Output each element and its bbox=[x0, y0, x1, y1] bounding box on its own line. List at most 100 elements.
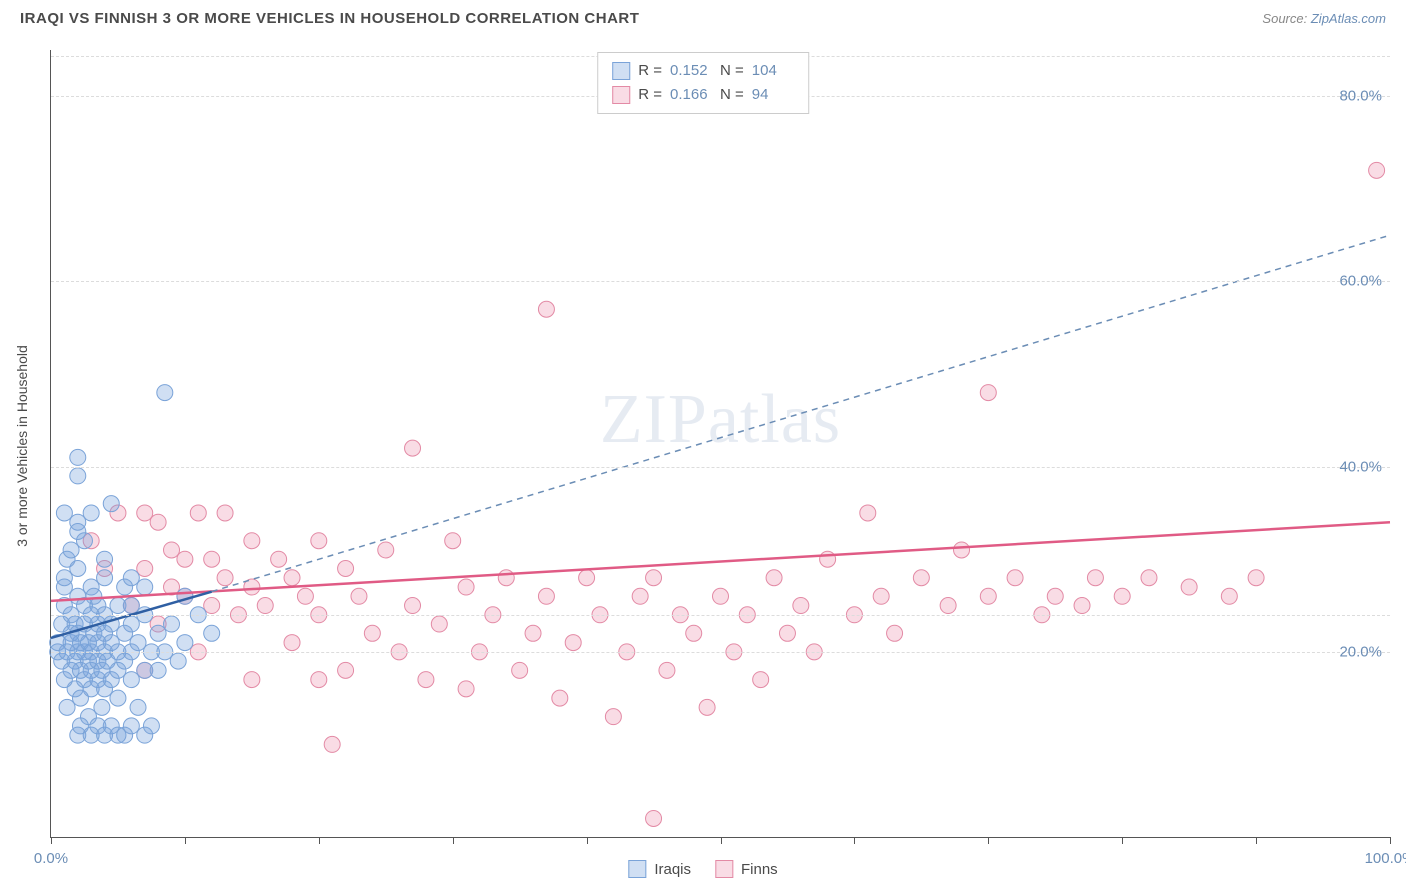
scatter-plot bbox=[51, 50, 1390, 837]
xtick bbox=[1256, 837, 1257, 844]
scatter-point bbox=[177, 635, 193, 651]
legend-label: Finns bbox=[741, 861, 778, 878]
scatter-point bbox=[793, 598, 809, 614]
scatter-point bbox=[913, 570, 929, 586]
scatter-point bbox=[458, 579, 474, 595]
scatter-point bbox=[860, 505, 876, 521]
scatter-point bbox=[284, 570, 300, 586]
scatter-point bbox=[1221, 588, 1237, 604]
scatter-point bbox=[164, 542, 180, 558]
scatter-point bbox=[980, 588, 996, 604]
scatter-point bbox=[779, 625, 795, 641]
scatter-point bbox=[204, 598, 220, 614]
n-value: 104 bbox=[752, 59, 794, 83]
scatter-point bbox=[244, 672, 260, 688]
scatter-point bbox=[525, 625, 541, 641]
scatter-point bbox=[137, 579, 153, 595]
scatter-point bbox=[70, 523, 86, 539]
scatter-point bbox=[873, 588, 889, 604]
scatter-point bbox=[217, 570, 233, 586]
scatter-point bbox=[63, 542, 79, 558]
scatter-point bbox=[579, 570, 595, 586]
scatter-point bbox=[632, 588, 648, 604]
scatter-point bbox=[70, 468, 86, 484]
scatter-point bbox=[1248, 570, 1264, 586]
ytick-label: 20.0% bbox=[1339, 643, 1382, 660]
scatter-point bbox=[405, 598, 421, 614]
legend-label: Iraqis bbox=[654, 861, 691, 878]
swatch-icon bbox=[612, 86, 630, 104]
scatter-point bbox=[940, 598, 956, 614]
scatter-point bbox=[364, 625, 380, 641]
scatter-point bbox=[713, 588, 729, 604]
scatter-point bbox=[150, 514, 166, 530]
source-link[interactable]: ZipAtlas.com bbox=[1311, 11, 1386, 26]
scatter-point bbox=[137, 505, 153, 521]
scatter-point bbox=[137, 560, 153, 576]
swatch-icon bbox=[715, 860, 733, 878]
scatter-point bbox=[97, 551, 113, 567]
legend-stats-row: R = 0.152 N = 104 bbox=[612, 59, 794, 83]
scatter-point bbox=[1047, 588, 1063, 604]
scatter-point bbox=[498, 570, 514, 586]
scatter-point bbox=[1369, 162, 1385, 178]
scatter-point bbox=[190, 505, 206, 521]
gridline bbox=[51, 467, 1390, 468]
n-value: 94 bbox=[752, 83, 794, 107]
scatter-point bbox=[123, 672, 139, 688]
scatter-point bbox=[83, 505, 99, 521]
scatter-point bbox=[378, 542, 394, 558]
scatter-point bbox=[170, 653, 186, 669]
ytick-label: 60.0% bbox=[1339, 273, 1382, 290]
scatter-point bbox=[94, 699, 110, 715]
chart-title: IRAQI VS FINNISH 3 OR MORE VEHICLES IN H… bbox=[20, 10, 639, 27]
scatter-point bbox=[70, 560, 86, 576]
scatter-point bbox=[646, 570, 662, 586]
ytick-label: 40.0% bbox=[1339, 458, 1382, 475]
source: Source: ZipAtlas.com bbox=[1262, 11, 1386, 26]
scatter-point bbox=[150, 625, 166, 641]
swatch-icon bbox=[628, 860, 646, 878]
scatter-point bbox=[311, 533, 327, 549]
legend-bottom: Iraqis Finns bbox=[628, 860, 777, 878]
scatter-point bbox=[753, 672, 769, 688]
scatter-point bbox=[1007, 570, 1023, 586]
gridline bbox=[51, 281, 1390, 282]
legend-item: Iraqis bbox=[628, 860, 691, 878]
scatter-point bbox=[405, 440, 421, 456]
y-axis-label: 3 or more Vehicles in Household bbox=[14, 345, 30, 547]
scatter-point bbox=[177, 551, 193, 567]
scatter-point bbox=[271, 551, 287, 567]
scatter-point bbox=[1114, 588, 1130, 604]
scatter-point bbox=[980, 385, 996, 401]
scatter-point bbox=[297, 588, 313, 604]
source-label: Source: bbox=[1262, 11, 1307, 26]
scatter-point bbox=[217, 505, 233, 521]
gridline bbox=[51, 652, 1390, 653]
scatter-point bbox=[445, 533, 461, 549]
scatter-point bbox=[123, 718, 139, 734]
scatter-point bbox=[110, 690, 126, 706]
scatter-point bbox=[56, 505, 72, 521]
trend-line bbox=[212, 235, 1390, 591]
xtick bbox=[185, 837, 186, 844]
scatter-point bbox=[150, 662, 166, 678]
header: IRAQI VS FINNISH 3 OR MORE VEHICLES IN H… bbox=[0, 0, 1406, 33]
scatter-point bbox=[157, 385, 173, 401]
xtick bbox=[854, 837, 855, 844]
scatter-point bbox=[565, 635, 581, 651]
scatter-point bbox=[1087, 570, 1103, 586]
scatter-point bbox=[284, 635, 300, 651]
scatter-point bbox=[123, 598, 139, 614]
r-value: 0.166 bbox=[670, 83, 712, 107]
xtick bbox=[1122, 837, 1123, 844]
scatter-point bbox=[1141, 570, 1157, 586]
scatter-point bbox=[699, 699, 715, 715]
scatter-point bbox=[103, 496, 119, 512]
ytick-label: 80.0% bbox=[1339, 88, 1382, 105]
scatter-point bbox=[431, 616, 447, 632]
scatter-point bbox=[123, 570, 139, 586]
xtick bbox=[1390, 837, 1391, 844]
scatter-point bbox=[338, 662, 354, 678]
scatter-point bbox=[204, 625, 220, 641]
